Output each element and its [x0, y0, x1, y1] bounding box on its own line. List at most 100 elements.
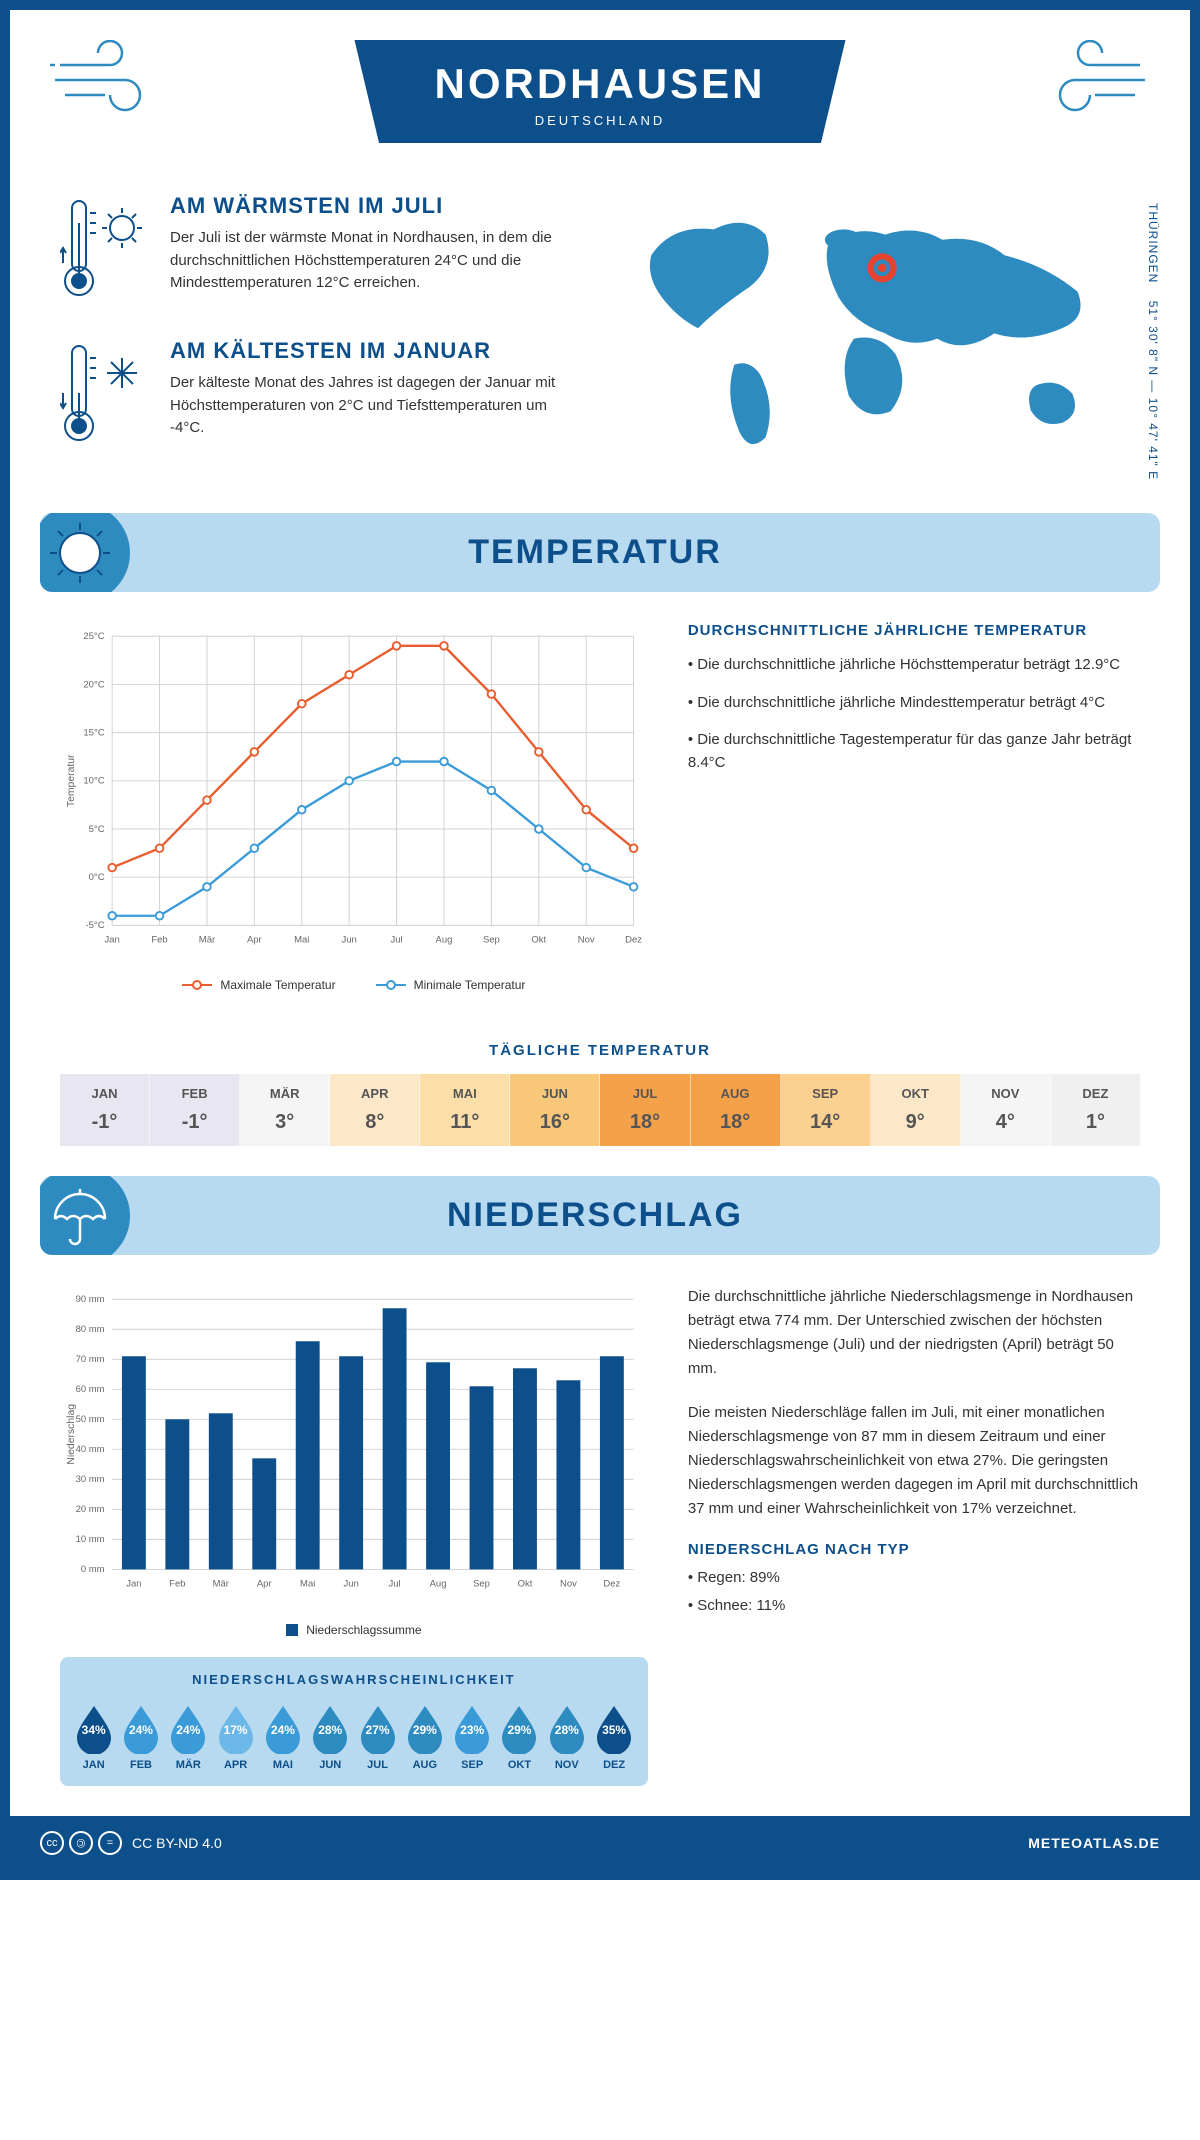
svg-text:Jan: Jan [105, 934, 120, 945]
coordinates: THÜRINGEN 51° 30' 8" N — 10° 47' 41" E [1146, 203, 1160, 480]
temperature-heading: TEMPERATUR [160, 533, 1030, 572]
svg-text:Mai: Mai [294, 934, 309, 945]
precipitation-bar-chart: 0 mm10 mm20 mm30 mm40 mm50 mm60 mm70 mm8… [60, 1285, 648, 1607]
wind-icon-right [1040, 40, 1150, 125]
svg-text:0 mm: 0 mm [81, 1565, 105, 1576]
svg-text:Jun: Jun [342, 934, 357, 945]
svg-text:40 mm: 40 mm [76, 1444, 105, 1455]
daily-temp-cell: APR8° [330, 1074, 420, 1146]
temp-legend: .legend-line[style*="e85d2e"]::after{bor… [60, 978, 648, 992]
svg-text:20 mm: 20 mm [76, 1505, 105, 1516]
daily-temp-cell: OKT9° [871, 1074, 961, 1146]
probability-cell: 29%OKT [496, 1702, 543, 1771]
svg-text:Mär: Mär [199, 934, 215, 945]
svg-text:Jun: Jun [344, 1579, 359, 1590]
svg-text:Aug: Aug [430, 1579, 447, 1590]
country-subtitle: DEUTSCHLAND [434, 113, 765, 128]
daily-temp-cell: MÄR3° [240, 1074, 330, 1146]
precip-legend: Niederschlagssumme [60, 1623, 648, 1637]
svg-text:20°C: 20°C [83, 679, 104, 690]
precipitation-section: 0 mm10 mm20 mm30 mm40 mm50 mm60 mm70 mm8… [10, 1255, 1190, 1815]
probability-cell: 28%NOV [543, 1702, 590, 1771]
wind-icon-left [50, 40, 160, 125]
probability-cell: 23%SEP [449, 1702, 496, 1771]
svg-text:60 mm: 60 mm [76, 1384, 105, 1395]
precip-type-title: NIEDERSCHLAG NACH TYP [688, 1541, 1140, 1558]
svg-text:70 mm: 70 mm [76, 1354, 105, 1365]
daily-temp-cell: NOV4° [961, 1074, 1051, 1146]
probability-title: NIEDERSCHLAGSWAHRSCHEINLICHKEIT [70, 1672, 638, 1687]
daily-temp-cell: MAI11° [420, 1074, 510, 1146]
probability-cell: 17%APR [212, 1702, 259, 1771]
svg-text:15°C: 15°C [83, 727, 104, 738]
probability-cell: 24%MAI [259, 1702, 306, 1771]
city-title: NORDHAUSEN [434, 60, 765, 108]
svg-text:Sep: Sep [473, 1579, 490, 1590]
precip-snow: • Schnee: 11% [688, 1594, 1140, 1618]
svg-text:Jul: Jul [389, 1579, 401, 1590]
daily-temp-cell: AUG18° [691, 1074, 781, 1146]
svg-text:Jul: Jul [391, 934, 403, 945]
svg-text:10 mm: 10 mm [76, 1535, 105, 1546]
probability-cell: 34%JAN [70, 1702, 117, 1771]
precipitation-banner: NIEDERSCHLAG [40, 1176, 1160, 1255]
svg-text:5°C: 5°C [89, 824, 105, 835]
daily-temp-cell: JAN-1° [60, 1074, 150, 1146]
svg-text:30 mm: 30 mm [76, 1475, 105, 1486]
probability-cell: 35%DEZ [590, 1702, 637, 1771]
precipitation-heading: NIEDERSCHLAG [160, 1196, 1030, 1235]
svg-text:Apr: Apr [247, 934, 262, 945]
thermometer-snow-icon [60, 338, 150, 453]
svg-text:10°C: 10°C [83, 776, 104, 787]
thermometer-sun-icon [60, 193, 150, 308]
precip-para-2: Die meisten Niederschläge fallen im Juli… [688, 1401, 1140, 1521]
daily-temp-cell: JUL18° [600, 1074, 690, 1146]
coldest-text: Der kälteste Monat des Jahres ist dagege… [170, 372, 580, 440]
intro-section: AM WÄRMSTEN IM JULI Der Juli ist der wär… [10, 163, 1190, 513]
svg-text:Niederschlag: Niederschlag [66, 1404, 77, 1465]
svg-text:Dez: Dez [603, 1579, 620, 1590]
svg-text:25°C: 25°C [83, 631, 104, 642]
svg-text:Dez: Dez [625, 934, 642, 945]
svg-text:50 mm: 50 mm [76, 1414, 105, 1425]
svg-text:Apr: Apr [257, 1579, 272, 1590]
svg-text:-5°C: -5°C [86, 920, 105, 931]
license-text: CC BY-ND 4.0 [132, 1835, 222, 1851]
temp-bullet-2: • Die durchschnittliche jährliche Mindes… [688, 692, 1140, 715]
probability-cell: 27%JUL [354, 1702, 401, 1771]
title-banner: NORDHAUSEN DEUTSCHLAND [354, 40, 845, 143]
coldest-fact: AM KÄLTESTEN IM JANUAR Der kälteste Mona… [60, 338, 580, 453]
probability-box: NIEDERSCHLAGSWAHRSCHEINLICHKEIT 34%JAN 24… [60, 1657, 648, 1786]
probability-cell: 24%MÄR [165, 1702, 212, 1771]
svg-text:Okt: Okt [518, 1579, 533, 1590]
header: NORDHAUSEN DEUTSCHLAND [10, 10, 1190, 163]
coldest-title: AM KÄLTESTEN IM JANUAR [170, 338, 580, 364]
world-map [620, 193, 1140, 463]
daily-temp-cell: DEZ1° [1051, 1074, 1140, 1146]
temperature-banner: TEMPERATUR [40, 513, 1160, 592]
probability-cell: 28%JUN [307, 1702, 354, 1771]
daily-temp-cell: SEP14° [781, 1074, 871, 1146]
svg-text:Mär: Mär [213, 1579, 229, 1590]
site-name: METEOATLAS.DE [1028, 1835, 1160, 1851]
precip-para-1: Die durchschnittliche jährliche Niedersc… [688, 1285, 1140, 1381]
svg-text:0°C: 0°C [89, 872, 105, 883]
temp-bullet-3: • Die durchschnittliche Tagestemperatur … [688, 729, 1140, 774]
daily-temp-title: TÄGLICHE TEMPERATUR [10, 1042, 1190, 1059]
svg-text:Aug: Aug [436, 934, 453, 945]
svg-text:90 mm: 90 mm [76, 1294, 105, 1305]
daily-temp-table: JAN-1°FEB-1°MÄR3°APR8°MAI11°JUN16°JUL18°… [60, 1074, 1140, 1146]
svg-text:Sep: Sep [483, 934, 500, 945]
warmest-text: Der Juli ist der wärmste Monat in Nordha… [170, 227, 580, 295]
svg-text:Feb: Feb [151, 934, 167, 945]
warmest-title: AM WÄRMSTEN IM JULI [170, 193, 580, 219]
infographic-page: NORDHAUSEN DEUTSCHLAND AM WÄRMSTEN IM JU… [0, 0, 1200, 1880]
sun-icon [40, 513, 130, 592]
svg-text:Okt: Okt [531, 934, 546, 945]
temperature-section: -5°C 0°C 5°C 10°C 15°C 20°C 25°C Jan Feb Mär Apr Ma… [10, 592, 1190, 1022]
probability-cell: 29%AUG [401, 1702, 448, 1771]
temp-info-title: DURCHSCHNITTLICHE JÄHRLICHE TEMPERATUR [688, 622, 1140, 639]
svg-text:Nov: Nov [560, 1579, 577, 1590]
temp-bullet-1: • Die durchschnittliche jährliche Höchst… [688, 654, 1140, 677]
svg-text:Jan: Jan [126, 1579, 141, 1590]
